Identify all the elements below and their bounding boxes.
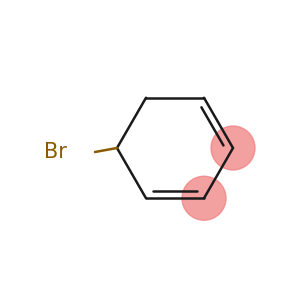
- Text: Br: Br: [44, 142, 66, 162]
- Circle shape: [182, 176, 226, 220]
- Circle shape: [211, 126, 255, 170]
